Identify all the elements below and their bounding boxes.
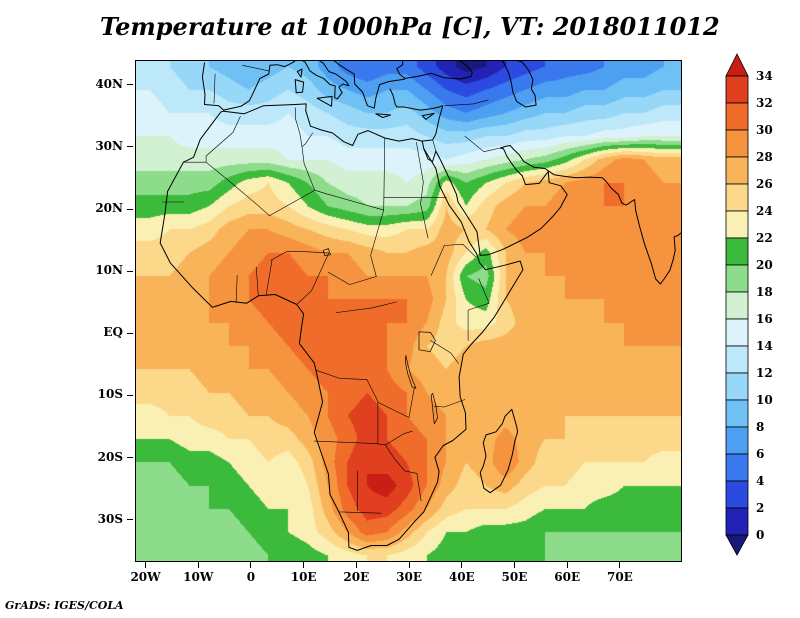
y-tick-label: 30S bbox=[97, 511, 123, 526]
colorbar-segment bbox=[725, 507, 749, 536]
colorbar-segment bbox=[725, 345, 749, 374]
colorbar-label: 14 bbox=[756, 339, 773, 353]
colorbar-segment bbox=[725, 372, 749, 401]
colorbar-label: 32 bbox=[756, 96, 773, 110]
colorbar-label: 4 bbox=[756, 474, 764, 488]
colorbar-segment bbox=[725, 129, 749, 158]
x-tick-mark bbox=[250, 562, 252, 568]
colorbar-segment bbox=[725, 237, 749, 266]
colorbar-label: 8 bbox=[756, 420, 764, 434]
coastlines-overlay bbox=[159, 61, 681, 551]
map-plot-area bbox=[135, 60, 682, 562]
x-tick-label: 60E bbox=[554, 570, 581, 584]
y-tick-mark bbox=[127, 208, 133, 210]
colorbar-label: 10 bbox=[756, 393, 773, 407]
lake-and-river-paths bbox=[322, 142, 438, 425]
colorbar-segment bbox=[725, 156, 749, 185]
x-tick-label: 40E bbox=[448, 570, 475, 584]
colorbar-segment bbox=[725, 102, 749, 131]
colorbar-segment bbox=[725, 264, 749, 293]
colorbar-segment bbox=[725, 318, 749, 347]
x-tick-label: 10E bbox=[290, 570, 317, 584]
y-tick-mark bbox=[127, 394, 133, 396]
colorbar-label: 34 bbox=[756, 69, 773, 83]
colorbar-segment bbox=[725, 480, 749, 509]
x-tick-label: 10W bbox=[183, 570, 214, 584]
colorbar-label: 22 bbox=[756, 231, 773, 245]
y-tick-mark bbox=[127, 270, 133, 272]
y-tick-mark bbox=[127, 332, 133, 334]
colorbar-label: 30 bbox=[756, 123, 773, 137]
x-tick-label: 0 bbox=[246, 570, 256, 584]
colorbar-label: 2 bbox=[756, 501, 764, 515]
x-tick-mark bbox=[513, 562, 515, 568]
colorbar-label: 20 bbox=[756, 258, 773, 272]
colorbar-label: 12 bbox=[756, 366, 773, 380]
y-tick-mark bbox=[127, 519, 133, 521]
x-tick-mark bbox=[355, 562, 357, 568]
y-tick-label: 20S bbox=[97, 449, 123, 464]
y-tick-label: 40N bbox=[95, 76, 123, 91]
colorbar-label: 26 bbox=[756, 177, 773, 191]
colorbar-arrow-top bbox=[725, 53, 749, 77]
colorbar-segment bbox=[725, 75, 749, 104]
x-tick-label: 70E bbox=[606, 570, 633, 584]
colorbar-label: 16 bbox=[756, 312, 773, 326]
country-border-paths bbox=[162, 65, 501, 514]
colorbar-segment bbox=[725, 453, 749, 482]
x-tick-label: 50E bbox=[501, 570, 528, 584]
y-tick-label: 20N bbox=[95, 201, 123, 216]
chart-title: Temperature at 1000hPa [C], VT: 20180110… bbox=[100, 12, 720, 41]
colorbar-segment bbox=[725, 183, 749, 212]
x-tick-label: 20W bbox=[130, 570, 161, 584]
colorbar-label: 28 bbox=[756, 150, 773, 164]
colorbar-segment bbox=[725, 426, 749, 455]
x-tick-mark bbox=[197, 562, 199, 568]
y-tick-label: EQ bbox=[103, 325, 123, 340]
y-tick-label: 30N bbox=[95, 138, 123, 153]
colorbar-segment bbox=[725, 399, 749, 428]
colorbar-label: 0 bbox=[756, 528, 764, 542]
temperature-field-canvas bbox=[136, 61, 681, 561]
colorbar-label: 6 bbox=[756, 447, 764, 461]
y-tick-mark bbox=[127, 84, 133, 86]
y-tick-label: 10S bbox=[97, 387, 123, 402]
x-tick-label: 30E bbox=[396, 570, 422, 584]
x-tick-mark bbox=[145, 562, 147, 568]
coastline-paths bbox=[159, 61, 681, 551]
x-tick-mark bbox=[619, 562, 621, 568]
colorbar-label: 24 bbox=[756, 204, 773, 218]
colorbar-segment bbox=[725, 291, 749, 320]
colorbar-label: 18 bbox=[756, 285, 773, 299]
x-tick-mark bbox=[303, 562, 305, 568]
y-tick-mark bbox=[127, 146, 133, 148]
grads-credit: GrADS: IGES/COLA bbox=[5, 599, 124, 612]
x-tick-mark bbox=[566, 562, 568, 568]
colorbar-segment bbox=[725, 210, 749, 239]
x-tick-mark bbox=[461, 562, 463, 568]
y-tick-label: 10N bbox=[95, 263, 123, 278]
y-tick-mark bbox=[127, 457, 133, 458]
colorbar-arrow-bottom bbox=[725, 534, 749, 556]
x-tick-mark bbox=[408, 562, 410, 568]
x-tick-label: 20E bbox=[343, 570, 370, 584]
